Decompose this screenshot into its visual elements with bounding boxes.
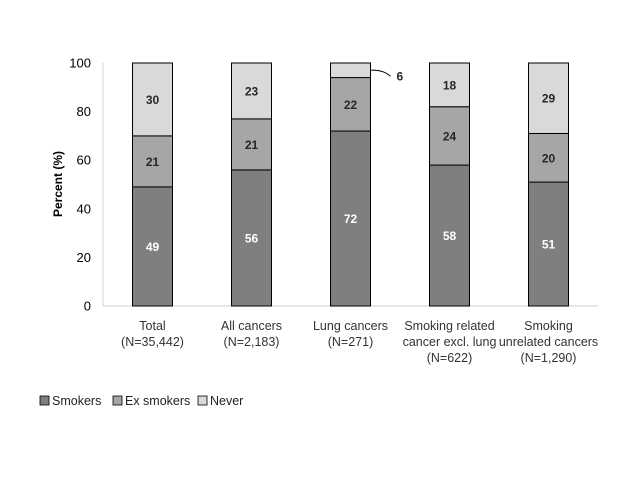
data-label-leader xyxy=(370,69,391,77)
data-label: 49 xyxy=(146,240,160,254)
category-label: (N=35,442) xyxy=(121,335,184,349)
category-label: Smoking xyxy=(524,319,573,333)
legend-label: Never xyxy=(210,394,243,408)
data-label: 51 xyxy=(542,238,556,252)
y-tick-label: 60 xyxy=(77,153,91,168)
category-labels: Total (N=35,442) All cancers (N=2,183) Lung … xyxy=(121,319,598,365)
category-label: (N=1,290) xyxy=(521,351,577,365)
bar-segment-never xyxy=(132,62,173,137)
data-label: 24 xyxy=(443,129,457,143)
y-axis-title: Percent (%) xyxy=(51,151,65,217)
bar-segment-ex-smokers xyxy=(231,118,272,171)
data-label: 20 xyxy=(542,151,556,165)
bar-segment-never xyxy=(330,62,371,79)
data-label: 56 xyxy=(245,231,259,245)
data-label: 58 xyxy=(443,229,457,243)
bar-segment-smokers xyxy=(132,186,173,307)
y-tick-label: 40 xyxy=(77,201,91,216)
category-label: (N=622) xyxy=(427,351,473,365)
category-label: Lung cancers xyxy=(313,319,388,333)
category-label: unrelated cancers xyxy=(499,335,598,349)
bar-segment-ex-smokers xyxy=(528,132,569,183)
bar-segment-smokers xyxy=(429,164,470,307)
data-label: 21 xyxy=(245,138,259,152)
category-label: Total xyxy=(139,319,165,333)
y-tick-label: 0 xyxy=(84,299,91,314)
category-label: cancer excl. lung xyxy=(403,335,497,349)
legend: Smokers Ex smokers Never xyxy=(39,394,243,408)
category-label: (N=271) xyxy=(328,335,374,349)
data-label: 22 xyxy=(344,98,358,112)
y-tick-labels: 0 20 40 60 80 100 xyxy=(69,56,91,314)
data-label: 23 xyxy=(245,84,259,98)
data-label: 29 xyxy=(542,92,556,106)
data-label: 21 xyxy=(146,155,160,169)
y-tick-label: 100 xyxy=(69,56,91,71)
bar-segment-smokers xyxy=(231,169,272,307)
category-label: All cancers xyxy=(221,319,282,333)
legend-swatch xyxy=(112,395,123,406)
bars: 49 21 30 56 21 23 72 22 6 58 24 18 51 20 29 xyxy=(132,62,569,307)
legend-label: Ex smokers xyxy=(125,394,190,408)
data-label: 6 xyxy=(397,69,404,83)
y-tick-label: 20 xyxy=(77,250,91,265)
category-label: (N=2,183) xyxy=(224,335,280,349)
bar-segment-ex-smokers xyxy=(330,77,371,132)
legend-swatch xyxy=(197,395,208,406)
bar-segment-never xyxy=(528,62,569,134)
bar-segment-smokers xyxy=(330,130,371,307)
bar-segment-never xyxy=(231,62,272,120)
legend-swatch xyxy=(39,395,50,406)
data-label: 72 xyxy=(344,212,358,226)
y-tick-label: 80 xyxy=(77,104,91,119)
bar-segment-smokers xyxy=(528,181,569,307)
bar-segment-never xyxy=(429,62,470,108)
legend-label: Smokers xyxy=(52,394,101,408)
data-label: 30 xyxy=(146,93,160,107)
data-label: 18 xyxy=(443,78,457,92)
category-label: Smoking related xyxy=(404,319,494,333)
